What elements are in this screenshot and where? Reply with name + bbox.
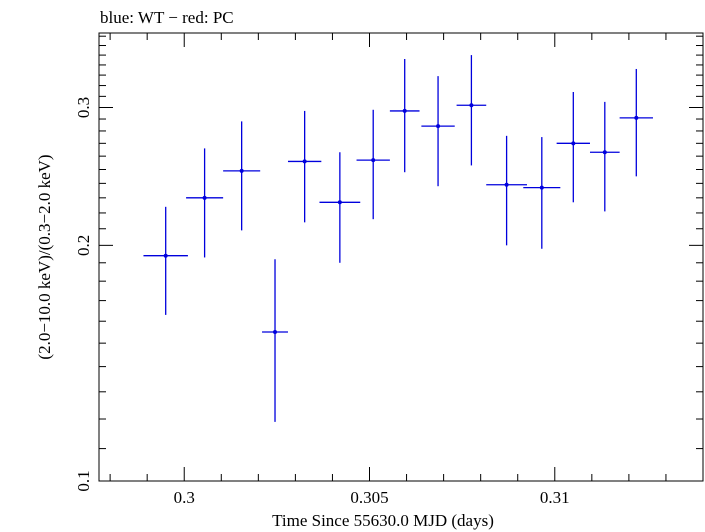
y-tick-label: 0.3 [74,97,93,118]
point-marker [469,103,474,108]
point-marker [436,124,441,129]
data-point [223,121,261,231]
data-point [486,135,527,246]
point-marker [634,115,639,120]
data-point [287,110,322,223]
axis-ticks [99,33,704,482]
data-points [143,55,653,422]
data-point [619,68,653,177]
point-marker [602,150,607,155]
y-tick-label: 0.2 [74,235,93,256]
data-point [356,109,390,220]
point-marker [504,182,509,187]
chart-title: blue: WT − red: PC [100,8,234,27]
point-marker [539,185,544,190]
data-point [319,152,361,263]
data-point [186,148,224,258]
x-tick-label: 0.31 [540,488,570,507]
data-point [456,55,487,166]
data-point [143,206,188,315]
x-tick-label: 0.3 [174,488,195,507]
x-axis-label: Time Since 55630.0 MJD (days) [272,511,494,530]
data-point [556,91,590,203]
y-axis-label: (2.0−10.0 keV)/(0.3−2.0 keV) [35,154,54,359]
x-tick-label: 0.305 [350,488,388,507]
point-marker [302,159,307,164]
y-tick-label: 0.1 [74,470,93,491]
data-point [389,59,420,173]
point-marker [337,200,342,205]
point-marker [571,141,576,146]
data-point [421,76,455,187]
point-marker [202,195,207,200]
data-point [589,101,620,212]
point-marker [273,330,278,335]
data-point [262,259,288,422]
point-marker [163,253,168,258]
point-marker [402,108,407,113]
point-marker [239,168,244,173]
plot-frame [98,32,704,482]
tick-labels: 0.3 0.305 0.31 0.1 0.2 0.3 [74,97,570,507]
data-point [523,137,561,249]
point-marker [371,158,376,163]
